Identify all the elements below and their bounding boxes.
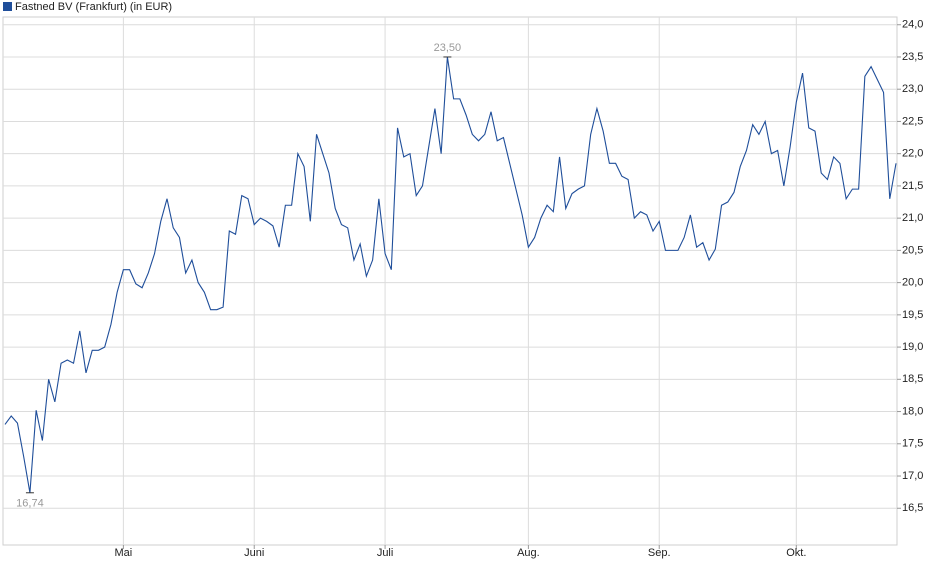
legend-swatch: [3, 2, 12, 11]
line: [4, 56, 897, 493]
y-tick-label: 18,0: [902, 405, 923, 417]
value-label: 16,74: [16, 498, 44, 510]
legend-label: Fastned BV (Frankfurt) (in EUR): [15, 1, 172, 13]
y-tick-label: 23,0: [902, 83, 923, 95]
plot-frame: [2, 16, 898, 546]
y-tick-label: 21,5: [902, 180, 923, 192]
x-tick-label: Aug.: [517, 547, 540, 559]
y-tick-label: 19,5: [902, 309, 923, 321]
y-tick-label: 21,0: [902, 212, 923, 224]
y-tick-label: 22,0: [902, 148, 923, 160]
x-tick-label: Okt.: [786, 547, 806, 559]
y-tick-label: 20,0: [902, 277, 923, 289]
y-tick-label: 17,0: [902, 470, 923, 482]
y-tick-label: 19,0: [902, 341, 923, 353]
value-label: 23,50: [434, 42, 462, 54]
x-tick-label: Sep.: [648, 547, 671, 559]
y-tick-label: 17,5: [902, 438, 923, 450]
x-tick-label: Juli: [377, 547, 394, 559]
y-tick-label: 23,5: [902, 51, 923, 63]
y-tick-label: 18,5: [902, 373, 923, 385]
y-tick-label: 22,5: [902, 115, 923, 127]
y-tick-label: 24,0: [902, 19, 923, 31]
y-tick-label: 20,5: [902, 244, 923, 256]
x-tick-label: Juni: [244, 547, 264, 559]
y-tick-label: 16,5: [902, 502, 923, 514]
x-tick-label: Mai: [115, 547, 133, 559]
